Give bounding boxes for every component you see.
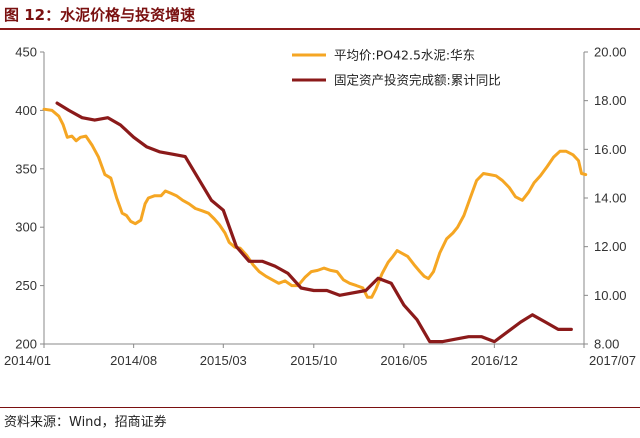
right-tick-label: 20.00 (594, 45, 627, 60)
right-tick-label: 10.00 (594, 288, 627, 303)
x-tick-label: 2015/03 (200, 353, 247, 368)
cement-price-line (42, 107, 588, 299)
x-tick-label: 2014/01 (4, 353, 51, 368)
left-tick-label: 200 (15, 337, 37, 352)
right-tick-label: 16.00 (594, 142, 627, 157)
left-tick-label: 350 (15, 161, 37, 176)
left-tick-label: 250 (15, 278, 37, 293)
right-tick-label: 18.00 (594, 93, 627, 108)
right-tick-label: 14.00 (594, 191, 627, 206)
right-tick-label: 12.00 (594, 239, 627, 254)
figure-title: 图 12：水泥价格与投资增速 (4, 6, 196, 24)
left-tick-label: 300 (15, 220, 37, 235)
source-divider (0, 407, 640, 408)
line-chart: 200 250 300 350 400 450 8.00 10.00 12.00 14.00 16.… (4, 45, 636, 369)
left-tick-label: 450 (15, 45, 37, 60)
legend-label: 平均价:PO42.5水泥:华东 (334, 48, 475, 63)
data-source: 资料来源：Wind，招商证券 (4, 415, 167, 430)
x-tick-label: 2017/07 (589, 353, 636, 368)
title-divider (0, 28, 640, 30)
right-tick-label: 8.00 (594, 337, 619, 352)
fai-growth-line (55, 101, 573, 344)
x-tick-label: 2015/10 (290, 353, 337, 368)
x-tick-label: 2016/05 (380, 353, 427, 368)
chart-series (42, 101, 588, 344)
x-tick-label: 2016/12 (471, 353, 518, 368)
chart-axes: 200 250 300 350 400 450 8.00 10.00 12.00 14.00 16.… (4, 45, 636, 369)
left-tick-label: 400 (15, 103, 37, 118)
x-tick-label: 2014/08 (110, 353, 157, 368)
legend-label: 固定资产投资完成额:累计同比 (334, 73, 501, 88)
